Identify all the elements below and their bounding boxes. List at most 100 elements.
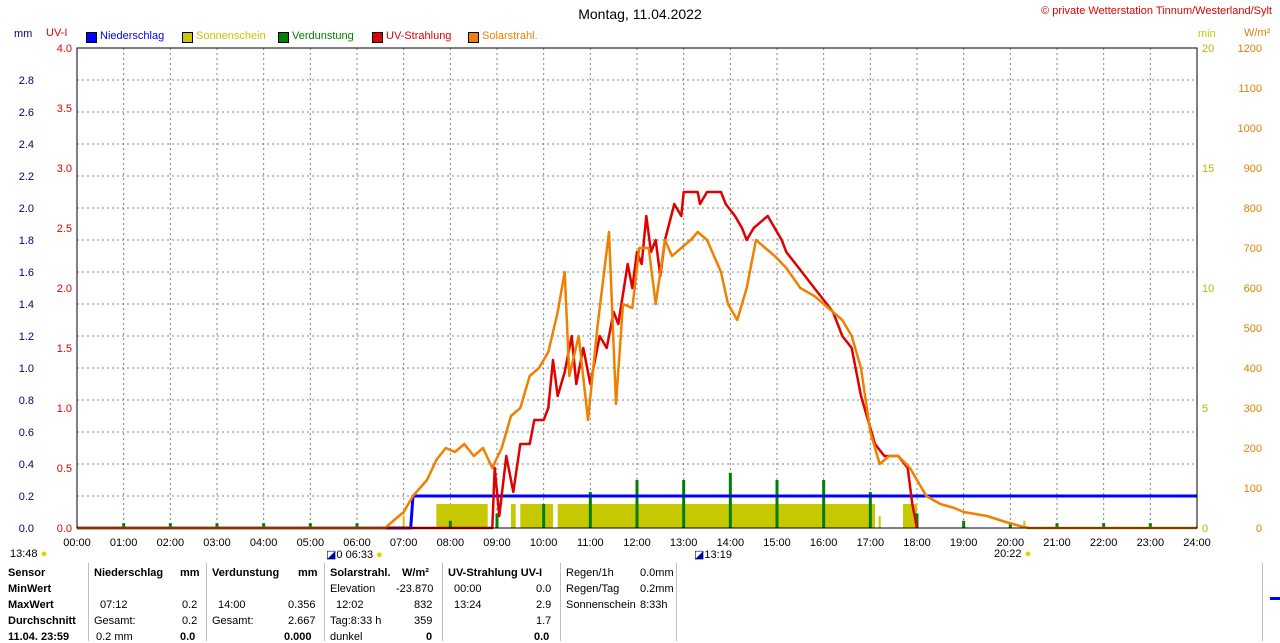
legend-swatch xyxy=(86,32,97,43)
chart-grid xyxy=(77,48,1197,528)
mm-tick-label: 2.0 xyxy=(19,203,34,215)
sunshine-bar xyxy=(520,504,553,528)
time-tick-label: 14:00 xyxy=(717,537,745,549)
mm-axis-unit: mm xyxy=(14,28,33,40)
mm-tick-label: 0.6 xyxy=(19,427,34,439)
niederschlag-max: 0.2 xyxy=(182,599,198,611)
moon-icon: ● xyxy=(37,548,48,560)
legend-label: UV-Strahlung xyxy=(386,30,452,42)
verdunstung-max-time: 14:00 xyxy=(218,599,246,611)
mm-tick-label: 1.0 xyxy=(19,363,34,375)
niederschlag-last-sum: 0.0 xyxy=(180,631,196,643)
time-tick-label: 10:00 xyxy=(530,537,558,549)
row-label-sensor: Sensor xyxy=(8,567,46,579)
unit-solar: W/m² xyxy=(402,567,429,579)
verdunstung-last: 0.000 xyxy=(284,631,312,643)
niederschlag-last: 0.2 mm xyxy=(96,631,133,643)
sunshine-bars xyxy=(402,504,1026,528)
unit-niederschlag: mm xyxy=(180,567,200,579)
wm2-tick-label: 200 xyxy=(1244,443,1262,455)
row-label-max: MaxWert xyxy=(8,599,54,611)
rain-tag-label: Regen/Tag xyxy=(566,583,620,595)
unit-verdunstung: mm xyxy=(298,567,318,579)
mm-tick-label: 1.2 xyxy=(19,331,34,343)
row-label-avg: Durchschnitt xyxy=(8,615,76,627)
uv-tick-label: 3.0 xyxy=(57,163,72,175)
wm2-tick-label: 1000 xyxy=(1238,123,1262,135)
header-niederschlag: Niederschlag xyxy=(94,567,164,579)
wm2-tick-label: 300 xyxy=(1244,403,1262,415)
time-tick-label: 23:00 xyxy=(1137,537,1165,549)
legend-label: Solarstrahl. xyxy=(482,30,538,42)
uv-tick-label: 3.5 xyxy=(57,103,72,115)
copyright-text: © private Wetterstation Tinnum/Westerlan… xyxy=(1041,5,1272,17)
uv-tick-label: 0.5 xyxy=(57,463,72,475)
min-tick-label: 5 xyxy=(1202,403,1208,415)
verdunstung-gesamt-label: Gesamt: xyxy=(212,615,254,627)
time-tick-label: 20:00 xyxy=(997,537,1025,549)
mm-tick-label: 2.8 xyxy=(19,75,34,87)
mm-tick-label: 0.4 xyxy=(19,459,34,471)
uv-min: 0.0 xyxy=(536,583,552,595)
weather-chart: 0.0 0.2 0.4 0.6 0.8 1.0 1.2 1.4 1.6 1.8 2.0 2.2 2.4 2… xyxy=(19,43,1262,549)
time-tick-label: 11:00 xyxy=(577,537,604,549)
min-tick-label: 15 xyxy=(1202,163,1214,175)
mm-tick-label: 1.8 xyxy=(19,235,34,247)
verdunstung-gesamt: 2.667 xyxy=(288,615,316,627)
time-tick-label: 01:00 xyxy=(110,537,138,549)
uv-tick-label: 1.5 xyxy=(57,343,72,355)
time-tick-label: 04:00 xyxy=(250,537,278,549)
sunshine-bar xyxy=(557,504,875,528)
sunshine-label: Sonnenschein xyxy=(566,599,636,611)
legend-label: Verdunstung xyxy=(292,30,354,42)
verdunstung-max: 0.356 xyxy=(288,599,316,611)
solar-max: 832 xyxy=(414,599,433,611)
wm2-tick-label: 600 xyxy=(1244,283,1262,295)
rain-1h-label: Regen/1h xyxy=(566,567,614,579)
divider xyxy=(676,563,677,641)
solar-elev-label: Elevation xyxy=(330,583,376,595)
sunshine-total: 8:33h xyxy=(640,599,668,611)
header-solar: Solarstrahl. xyxy=(330,567,391,579)
solar-dunkel-label: dunkel xyxy=(330,631,363,643)
mm-tick-label: 2.6 xyxy=(19,107,34,119)
mm-tick-label: 2.4 xyxy=(19,139,34,151)
solar-tag-label: Tag:8:33 h xyxy=(330,615,382,627)
divider xyxy=(324,563,325,641)
divider xyxy=(442,563,443,641)
sunshine-bar xyxy=(436,504,488,528)
legend-label: Niederschlag xyxy=(100,30,165,42)
wm2-tick-label: 800 xyxy=(1244,203,1262,215)
sun-icon: ● xyxy=(1021,548,1032,560)
time-tick-label: 00:00 xyxy=(63,537,91,549)
wm2-tick-label: 400 xyxy=(1244,363,1262,375)
mm-tick-label: 0.8 xyxy=(19,395,34,407)
min-tick-label: 20 xyxy=(1202,43,1214,55)
uv-tick-label: 4.0 xyxy=(57,43,72,55)
page-title: Montag, 11.04.2022 xyxy=(578,6,702,22)
sunrise-marker: ◪0 06:33 ● xyxy=(326,549,383,561)
niederschlag-gesamt: 0.2 xyxy=(182,615,198,627)
min-tick-label: 10 xyxy=(1202,283,1214,295)
uv-axis-unit: UV-I xyxy=(46,27,68,39)
mm-tick-label: 0.2 xyxy=(19,491,34,503)
wm2-tick-label: 1100 xyxy=(1238,83,1262,95)
moonset-time: 13:48 ● xyxy=(10,548,48,560)
plot-frame xyxy=(76,47,1198,529)
time-tick-label: 18:00 xyxy=(903,537,931,549)
legend-swatch xyxy=(468,32,479,43)
legend-swatch xyxy=(278,32,289,43)
wm2-axis-unit: W/m² xyxy=(1244,27,1271,39)
moon-icon: ◪ xyxy=(694,549,705,561)
wm2-tick-label: 100 xyxy=(1244,483,1262,495)
time-tick-label: 17:00 xyxy=(857,537,885,549)
solar-max-time: 12:02 xyxy=(336,599,364,611)
time-tick-label: 24:00 xyxy=(1183,537,1211,549)
time-tick-label: 03:00 xyxy=(203,537,231,549)
time-tick-label: 13:00 xyxy=(670,537,698,549)
mm-tick-label: 2.2 xyxy=(19,171,34,183)
time-tick-label: 05:00 xyxy=(297,537,325,549)
uv-min-time: 00:00 xyxy=(454,583,482,595)
axis-labels: 0.0 0.2 0.4 0.6 0.8 1.0 1.2 1.4 1.6 1.8 2.0 2.2 2.4 2… xyxy=(19,43,1262,549)
time-tick-label: 21:00 xyxy=(1043,537,1071,549)
